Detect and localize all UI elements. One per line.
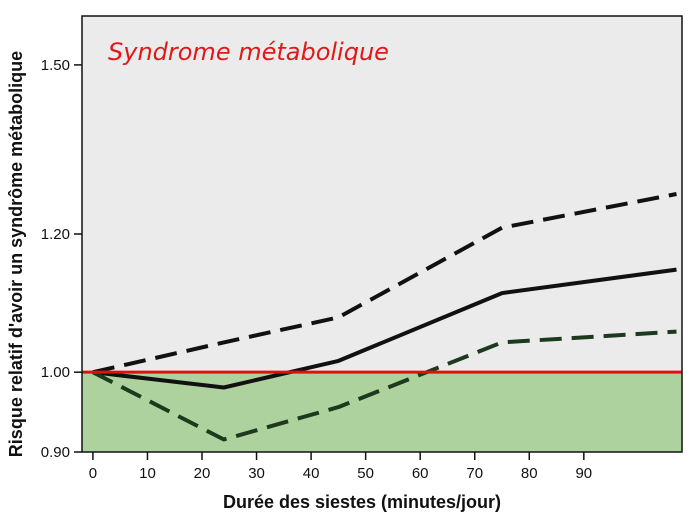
x-tick-label: 70 [466,465,483,482]
x-tick-label: 30 [248,465,265,482]
series-line-2 [92,192,677,375]
x-tick-label: 40 [303,465,320,482]
below-reference-band [82,372,682,452]
x-tick-label: 10 [139,465,156,482]
x-axis-ticks: 0 10 20 30 40 50 60 70 80 90 [89,452,592,482]
x-tick-label: 80 [521,465,538,482]
y-axis-label: Risque relatif d'avoir un syndrôme métab… [6,51,26,457]
x-tick-label: 60 [412,465,429,482]
y-tick-label: 1.20 [41,226,70,243]
x-tick-label: 0 [89,465,97,482]
y-axis-ticks: 0.90 1.00 1.20 1.50 [41,57,82,461]
chart-annotation: Syndrome métabolique [108,38,389,66]
series-line-1 [92,267,677,390]
y-tick-label: 1.50 [41,57,70,74]
y-tick-label: 0.90 [41,444,70,461]
x-tick-label: 90 [575,465,592,482]
y-tick-label: 1.00 [41,364,70,381]
series-group [91,192,677,442]
series-line-3 [91,329,677,442]
x-tick-label: 50 [357,465,374,482]
x-tick-label: 20 [194,465,211,482]
x-axis-label: Durée des siestes (minutes/jour) [223,492,501,512]
